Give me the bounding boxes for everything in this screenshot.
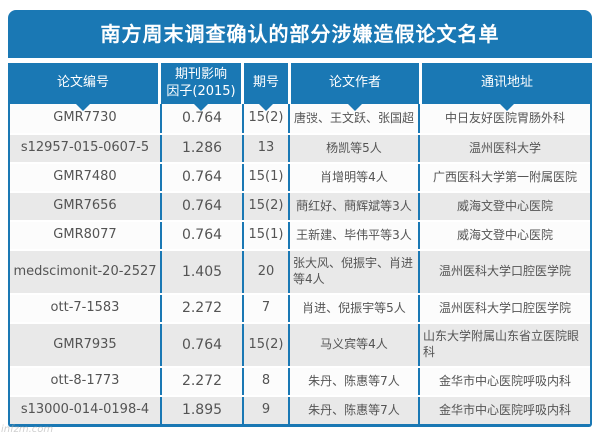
column-header: 论文作者 [291,63,419,111]
table-cell-address: 金华市中心医院呼吸内科 [438,373,571,388]
watermark-text: infzm.com [1,424,54,435]
table-cell-impact-factor: 2.272 [162,368,244,395]
table-row: ott-8-1773 2.272 8 朱丹、陈惠等7人 金华市中心医院呼吸内科 [10,366,590,395]
table-cell-paper-id: GMR8077 [10,222,162,249]
table-cell-paper-id: ott-8-1773 [10,368,162,395]
table-cell-impact-factor: 0.764 [162,164,244,191]
table-cell-impact-factor: 0.764 [162,324,244,366]
table-cell-issue: 15(1) [244,164,290,191]
table-cell-address: 中日友好医院胃肠外科 [444,110,565,125]
table-cell-address: 威海文登中心医院 [456,198,553,213]
column-header: 通讯地址 [422,63,592,111]
column-header: 期刊影响 因子(2015) [161,63,241,111]
table-cell-paper-id: GMR7730 [10,104,162,133]
column-header: 论文编号 [8,63,158,111]
table-cell-impact-factor: 0.764 [162,104,244,133]
table-cell-authors: 唐弢、王文跃、张国超 [290,104,420,133]
table-cell-authors: 朱丹、陈惠等7人 [290,368,420,395]
table-cell-issue: 13 [244,135,290,162]
table-row: ott-7-1583 2.272 7 肖进、倪振宇等5人 温州医科大学口腔医学院 [10,293,590,322]
table-row: GMR7730 0.764 15(2) 唐弢、王文跃、张国超 中日友好医院胃肠外科 [10,104,590,133]
page-title: 南方周末调查确认的部分涉嫌造假论文名单 [100,22,500,46]
table-cell-paper-id: s12957-015-0607-5 [10,135,162,162]
table-cell-address: 威海文登中心医院 [456,227,553,242]
table-cell-paper-id: GMR7480 [10,164,162,191]
table-row: medscimonit-20-2527 1.405 20 张大风、倪振宇、肖进等4人 温… [10,249,590,293]
paper-table-panel: 南方周末调查确认的部分涉嫌造假论文名单 论文编号 期刊影响 因子(2015) 期号 论文… [8,10,592,427]
table-cell-authors: 马义宾等4人 [290,324,420,366]
table-cell-impact-factor: 2.272 [162,295,244,322]
table-cell-issue: 15(1) [244,222,290,249]
table-cell-paper-id: GMR7935 [10,324,162,366]
table-header: 论文编号 期刊影响 因子(2015) 期号 论文作者 通讯地址 [8,63,592,111]
table-cell-authors: 张大风、倪振宇、肖进等4人 [290,251,420,293]
table-row: GMR8077 0.764 15(1) 王新建、毕伟平等3人 威海文登中心医院 [10,220,590,249]
table-cell-authors: 杨凯等5人 [290,135,420,162]
table-cell-address: 金华市中心医院呼吸内科 [438,402,571,417]
table-cell-impact-factor: 1.286 [162,135,244,162]
column-header: 期号 [244,63,288,111]
table-row: GMR7480 0.764 15(1) 肖增明等4人 广西医科大学第一附属医院 [10,162,590,191]
table-cell-impact-factor: 0.764 [162,193,244,220]
table-cell-issue: 15(2) [244,193,290,220]
table-cell-paper-id: medscimonit-20-2527 [10,251,162,293]
table-row: s13000-014-0198-4 1.895 9 朱丹、陈惠等7人 金华市中心医院呼吸… [10,395,590,424]
table-cell-address: 温州医科大学口腔医学院 [438,264,571,279]
table-cell-impact-factor: 0.764 [162,222,244,249]
table-body: GMR7730 0.764 15(2) 唐弢、王文跃、张国超 中日友好医院胃肠外科 s12… [8,104,592,427]
table-row: s12957-015-0607-5 1.286 13 杨凯等5人 温州医科大学 [10,133,590,162]
table-cell-issue: 15(2) [244,104,290,133]
table-cell-paper-id: s13000-014-0198-4 [10,397,162,424]
table-row: GMR7656 0.764 15(2) 蔄红好、蔄辉斌等3人 威海文登中心医院 [10,191,590,220]
table-cell-impact-factor: 1.405 [162,251,244,293]
table-cell-authors: 肖进、倪振宇等5人 [290,295,420,322]
table-cell-authors: 王新建、毕伟平等3人 [290,222,420,249]
table-cell-paper-id: GMR7656 [10,193,162,220]
table-cell-address: 广西医科大学第一附属医院 [432,169,577,184]
table-cell-authors: 朱丹、陈惠等7人 [290,397,420,424]
table-cell-address: 温州医科大学口腔医学院 [438,300,571,315]
table-cell-authors: 蔄红好、蔄辉斌等3人 [290,193,420,220]
table-cell-issue: 20 [244,251,290,293]
table-cell-authors: 肖增明等4人 [290,164,420,191]
table-title-bar: 南方周末调查确认的部分涉嫌造假论文名单 [8,10,592,58]
table-cell-issue: 15(2) [244,324,290,366]
table-cell-address: 山东大学附属山东省立医院眼科 [423,329,580,359]
table-cell-issue: 7 [244,295,290,322]
table-row: GMR7935 0.764 15(2) 马义宾等4人 山东大学附属山东省立医院眼科 [10,322,590,366]
table-cell-impact-factor: 1.895 [162,397,244,424]
table-cell-issue: 8 [244,368,290,395]
table-cell-paper-id: ott-7-1583 [10,295,162,322]
table-cell-address: 温州医科大学 [468,140,541,155]
table-cell-issue: 9 [244,397,290,424]
